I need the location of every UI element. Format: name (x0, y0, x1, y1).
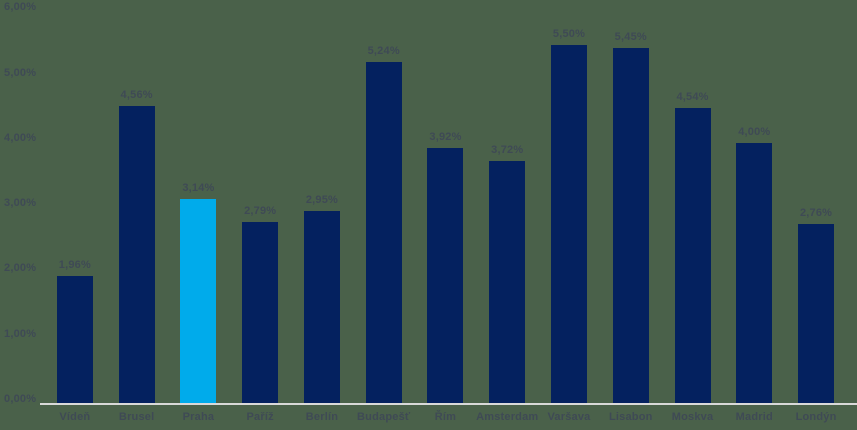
x-axis-line (40, 403, 857, 405)
bar (736, 143, 773, 404)
bar-group-berlín: 2,95% Berlín (291, 194, 353, 423)
bar (798, 224, 835, 404)
bar (365, 62, 402, 404)
bar-value-label: 5,50% (552, 28, 586, 40)
y-axis-tick-label: 4,00% (4, 131, 37, 144)
bar (242, 222, 279, 404)
bar-group-brusel: 4,56% Brusel (106, 89, 168, 423)
bar-value-label: 4,56% (120, 89, 153, 101)
category-label: Praha (182, 411, 215, 423)
category-label: Madrid (735, 411, 773, 423)
bar-value-label: 2,79% (244, 205, 277, 217)
bar-value-label: 3,14% (182, 182, 215, 194)
bar-value-label: 4,54% (676, 91, 709, 103)
category-label: Budapešť (357, 411, 411, 423)
bar-group-amsterdam: 3,72% Amsterdam (476, 144, 538, 423)
plot-area: 1,96% Vídeň 4,56% Brusel 3,14% Praha 2,79% Paří… (44, 0, 847, 423)
bar-group-madrid: 4,00% Madrid (723, 126, 785, 423)
bar (180, 199, 217, 404)
y-axis-tick-label: 2,00% (4, 262, 37, 275)
bar-group-paříž: 2,79% Paříž (229, 205, 291, 423)
bar-value-label: 2,76% (799, 207, 833, 219)
y-axis-tick-label: 5,00% (4, 66, 37, 79)
bar-group-varšava: 5,50% Varšava (538, 28, 600, 423)
y-axis-tick-label: 6,00% (4, 1, 37, 14)
category-label: Berlín (305, 411, 339, 423)
category-label: Lisabon (608, 411, 653, 423)
bar-group-praha: 3,14% Praha (168, 182, 230, 423)
bar-value-label: 3,92% (429, 131, 462, 143)
bar-group-londýn: 2,76% Londýn (785, 207, 847, 423)
bar-group-moskva: 4,54% Moskva (662, 91, 724, 423)
category-label: Brusel (118, 411, 155, 423)
bar (612, 48, 649, 404)
bar (489, 161, 526, 404)
bar-value-label: 1,96% (58, 259, 91, 271)
bar-group-vídeň: 1,96% Vídeň (44, 259, 106, 423)
bar-value-label: 3,72% (491, 144, 524, 156)
y-axis-tick-label: 3,00% (4, 197, 37, 210)
y-axis-tick-label: 1,00% (4, 327, 37, 340)
bar (674, 108, 711, 404)
bar-group-lisabon: 5,45% Lisabon (600, 31, 662, 423)
bar (427, 148, 464, 404)
category-label: Amsterdam (476, 411, 539, 423)
bar (118, 106, 155, 404)
category-label: Moskva (671, 411, 714, 423)
bar (551, 45, 587, 404)
bar-value-label: 4,00% (738, 126, 771, 138)
bar-value-label: 5,24% (367, 45, 400, 57)
category-label: Vídeň (59, 411, 91, 423)
y-axis-tick-label: 0,00% (4, 393, 37, 405)
bar-value-label: 2,95% (305, 194, 339, 206)
bar-value-label: 5,45% (614, 31, 647, 43)
bar (303, 211, 340, 404)
bar (56, 276, 93, 404)
bar-group-řím: 3,92% Řím (415, 131, 477, 423)
category-label: Řím (434, 411, 457, 423)
category-label: Londýn (795, 411, 837, 423)
bar-group-budapešť: 5,24% Budapešť (353, 45, 415, 423)
category-label: Varšava (547, 411, 591, 423)
category-label: Paříž (246, 411, 274, 423)
